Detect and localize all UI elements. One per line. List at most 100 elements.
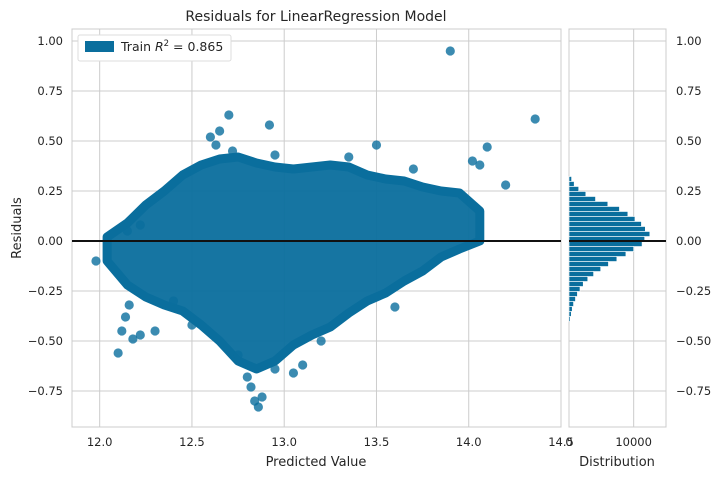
- residual-point: [264, 120, 275, 130]
- distribution-y-tick-label: 0.75: [676, 84, 702, 98]
- y-tick-label: −0.50: [28, 334, 63, 348]
- residual-point: [253, 402, 263, 412]
- x-tick-label: 13.5: [364, 435, 390, 449]
- distribution-bar: [568, 211, 629, 217]
- x-axis-ticks: 12.0 12.5 13.0 13.5 14.0 14.5: [87, 435, 574, 449]
- residual-point: [135, 220, 145, 230]
- distribution-bar: [568, 206, 620, 212]
- residual-point: [124, 300, 134, 310]
- distribution-bar: [568, 256, 618, 262]
- legend-label-suffix: = 0.865: [169, 39, 223, 54]
- x-tick-label: 12.5: [179, 435, 205, 449]
- residual-point: [242, 372, 252, 382]
- distribution-y-ticks: −0.75 −0.50 −0.25 0.00 0.25 0.50 0.75 1.00: [676, 34, 711, 398]
- distribution-bar: [568, 281, 584, 287]
- residual-point: [530, 114, 540, 124]
- distribution-bar: [568, 176, 572, 182]
- residual-point: [288, 368, 299, 378]
- residual-point: [168, 296, 179, 306]
- residual-point: [113, 348, 123, 358]
- residual-point: [371, 140, 382, 150]
- distribution-bar: [568, 186, 579, 192]
- residual-point: [467, 156, 478, 166]
- scatter-panel: 12.0 12.5 13.0 13.5 14.0 14.5 −0.75 −0.50 −0.25…: [10, 28, 574, 470]
- distribution-y-tick-label: 0.50: [676, 134, 702, 148]
- residual-point: [233, 350, 243, 360]
- residual-point: [344, 152, 354, 162]
- residual-point: [215, 126, 225, 136]
- distribution-bar: [568, 226, 646, 232]
- residual-point: [390, 302, 400, 312]
- residual-point: [135, 330, 145, 340]
- residual-point: [211, 140, 221, 150]
- residual-point: [475, 160, 485, 170]
- x-tick-label: 12.0: [87, 435, 113, 449]
- residual-point: [501, 180, 511, 190]
- distribution-bar: [568, 251, 627, 257]
- legend-label-prefix: Train: [120, 39, 155, 54]
- distribution-bar: [568, 221, 642, 227]
- distribution-y-tick-label: 1.00: [676, 34, 702, 48]
- y-tick-label: 0.75: [37, 84, 63, 98]
- residual-point: [91, 256, 101, 266]
- x-tick-label: 14.0: [456, 435, 482, 449]
- x-tick-label: 13.0: [271, 435, 297, 449]
- residual-point: [117, 326, 127, 336]
- residual-point: [120, 312, 131, 322]
- distribution-bar: [568, 201, 609, 207]
- distribution-bar: [568, 286, 581, 292]
- x-axis-label: Predicted Value: [266, 455, 367, 470]
- y-tick-label: 1.00: [37, 34, 63, 48]
- residual-point: [482, 142, 492, 152]
- residual-point: [270, 150, 280, 160]
- distribution-bar: [568, 271, 594, 277]
- distribution-bar: [568, 246, 634, 252]
- distribution-y-tick-label: 0.00: [676, 234, 702, 248]
- distribution-bar: [568, 191, 587, 197]
- distribution-bar: [568, 316, 571, 322]
- distribution-y-tick-label: 0.25: [676, 184, 702, 198]
- y-tick-label: −0.25: [28, 284, 63, 298]
- residual-point: [128, 334, 138, 344]
- distribution-x-label: Distribution: [579, 455, 655, 470]
- residual-point: [270, 364, 280, 374]
- residual-point: [122, 226, 132, 236]
- y-axis-label: Residuals: [10, 197, 25, 259]
- distribution-bar: [568, 181, 575, 187]
- residual-point: [227, 146, 238, 156]
- chart-title: Residuals for LinearRegression Model: [185, 9, 446, 25]
- distribution-x-ticks: 0 10000: [565, 435, 652, 449]
- residual-points: [91, 46, 540, 412]
- residual-point: [257, 392, 267, 402]
- distribution-bar: [568, 276, 589, 282]
- distribution-bar: [568, 306, 573, 312]
- residual-point: [246, 382, 256, 392]
- legend-label: Train R2 = 0.865: [120, 39, 223, 54]
- distribution-bar: [568, 241, 643, 247]
- distribution-bar: [568, 196, 596, 202]
- y-tick-label: −0.75: [28, 384, 63, 398]
- legend-label-sup: 2: [164, 39, 169, 49]
- distribution-x-tick-label: 10000: [615, 435, 652, 449]
- residual-point: [316, 336, 326, 346]
- residual-point: [445, 46, 455, 56]
- residual-point: [150, 326, 160, 336]
- distribution-x-tick-label: 0: [565, 435, 572, 449]
- y-axis-ticks: −0.75 −0.50 −0.25 0.00 0.25 0.50 0.75 1.00: [28, 34, 63, 398]
- legend-frame: [77, 34, 232, 62]
- legend-label-var: R: [155, 39, 164, 54]
- distribution-bar: [568, 301, 574, 307]
- distribution-y-tick-label: −0.75: [676, 384, 711, 398]
- distribution-bars: [568, 176, 651, 322]
- distribution-bar: [568, 291, 578, 297]
- distribution-bar: [568, 261, 609, 267]
- residual-point: [187, 320, 197, 330]
- residual-point: [298, 360, 308, 370]
- legend-swatch: [85, 41, 114, 52]
- distribution-panel: 0 10000 −0.75 −0.50 −0.25 0.00 0.25 0.50 0.75 1.…: [565, 28, 711, 470]
- distribution-y-tick-label: −0.25: [676, 284, 711, 298]
- residual-point: [408, 164, 418, 174]
- distribution-bar: [568, 311, 572, 317]
- distribution-bar: [568, 266, 601, 272]
